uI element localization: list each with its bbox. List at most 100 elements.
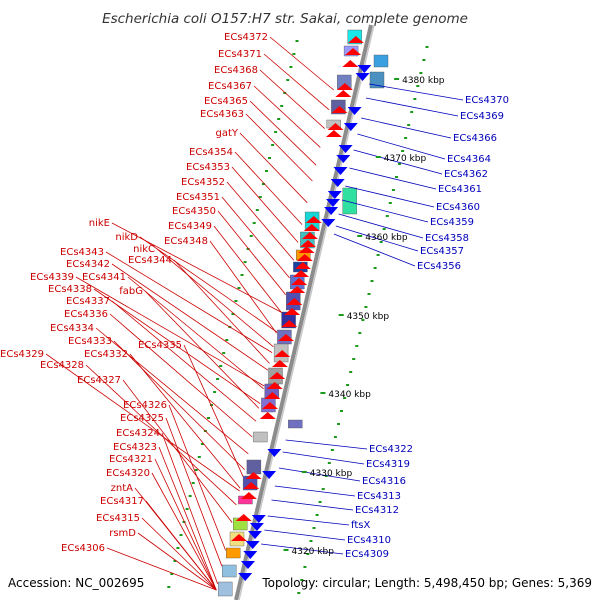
leader-line <box>122 379 233 523</box>
tick-mark <box>357 235 363 237</box>
gc-mark <box>398 163 401 165</box>
plus-strand-features <box>231 36 364 541</box>
gc-mark <box>413 98 417 100</box>
gene-label-left: ECs4321 <box>109 454 153 465</box>
gc-mark <box>346 384 350 386</box>
leader-line <box>249 100 317 166</box>
gene-label-left: ECs4339 <box>30 272 74 283</box>
gc-mark <box>289 66 293 68</box>
minus-strand-arrow <box>267 449 282 457</box>
gc-mark <box>216 378 220 380</box>
plus-strand-arrow <box>300 240 316 247</box>
tick-mark <box>320 392 326 394</box>
gene-label-left: ECs4324 <box>116 428 160 439</box>
gc-mark <box>416 85 420 87</box>
gc-mark <box>312 527 316 529</box>
leader-line <box>263 53 330 111</box>
gc-mark <box>222 352 226 354</box>
feature-block <box>246 459 262 475</box>
leader-line <box>267 515 350 526</box>
gc-mark <box>370 280 374 282</box>
gene-label-left: ECs4352 <box>181 177 225 188</box>
feature-block <box>221 564 237 578</box>
plus-strand-arrow <box>262 402 278 409</box>
gc-mark <box>167 586 171 588</box>
leader-line <box>217 210 287 296</box>
gc-mark <box>246 248 250 250</box>
gc-mark <box>271 144 275 146</box>
gc-mark <box>249 235 253 237</box>
leader-line <box>111 263 269 371</box>
leader-line <box>234 151 303 225</box>
gene-label-left: ECs4350 <box>172 206 216 217</box>
gene-label-right: ECs4319 <box>366 459 410 470</box>
plus-strand-arrow <box>289 286 306 293</box>
leader-line <box>345 185 435 208</box>
gene-label-left: ECs4326 <box>123 400 167 411</box>
feature-block <box>342 187 357 215</box>
gc-mark <box>376 254 380 256</box>
plus-strand-arrow <box>296 254 313 261</box>
plus-strand-arrow <box>271 360 288 367</box>
tick-label: 4340 kbp <box>328 390 371 400</box>
gene-label-right: ECs4356 <box>417 261 461 272</box>
minus-strand-arrow <box>338 145 353 153</box>
gc-mark <box>410 111 414 113</box>
gene-label-left: ECs4334 <box>50 323 94 334</box>
minus-strand-arrow <box>324 207 339 215</box>
leader-line <box>264 529 346 541</box>
gc-mark <box>355 345 359 347</box>
gc-mark <box>197 456 201 458</box>
leader-line <box>335 225 419 252</box>
gc-mark <box>213 391 217 393</box>
gc-mark <box>309 540 313 542</box>
accession-text: Accession: NC_002695 <box>8 576 144 590</box>
gene-label-left: ECs4325 <box>120 413 164 424</box>
gc-mark <box>315 514 319 516</box>
plus-strand-arrow <box>274 350 291 357</box>
leader-line <box>85 364 237 506</box>
gc-mark <box>303 566 307 568</box>
genome-title: Escherichia coli O157:H7 str. Sakai, com… <box>102 11 468 27</box>
gc-mark <box>364 306 368 308</box>
gene-label-left: ECs4335 <box>138 340 182 351</box>
leader-line <box>113 340 245 470</box>
gene-label-left: nikC <box>133 244 155 255</box>
leader-line <box>139 236 278 333</box>
tick-mark <box>394 78 400 80</box>
minus-strand-arrow <box>330 179 345 187</box>
gene-label-left: ECs4368 <box>214 65 258 76</box>
gc-mark <box>231 313 235 315</box>
gene-label-right: ECs4362 <box>444 169 488 180</box>
minus-strand-arrow <box>357 65 372 73</box>
backbone <box>234 24 375 600</box>
gc-mark <box>286 79 290 81</box>
gene-label-left: ECs4336 <box>64 309 108 320</box>
gc-mark <box>243 261 247 263</box>
gc-mark <box>194 469 198 471</box>
leader-line <box>365 97 459 117</box>
gc-mark <box>258 196 262 198</box>
genome-summary-text: Topology: circular; Length: 5,498,450 bp… <box>261 576 592 590</box>
gene-label-left: ECs4342 <box>66 259 110 270</box>
plus-strand-arrow <box>240 492 257 499</box>
plus-strand-arrow <box>281 320 298 327</box>
minus-strand-arrow <box>251 515 266 523</box>
leader-line <box>105 251 273 353</box>
gene-label-right: ECs4360 <box>436 202 480 213</box>
gc-mark <box>324 475 328 477</box>
gc-mark <box>343 397 347 399</box>
gene-label-right: ECs4310 <box>347 535 391 546</box>
plus-strand-arrow <box>303 224 320 231</box>
gc-mark <box>425 46 429 48</box>
leader-line <box>221 196 290 279</box>
tick-mark <box>301 471 307 473</box>
right-gene-labels: ECs4370 ECs4369 ECs4366 ECs4364 ECs4362 ECs43… <box>345 95 509 560</box>
gene-label-left: ECs4344 <box>128 255 172 266</box>
scale-ticks: 4380 kbp 4370 kbp 4360 kbp 4350 kbp 4340 kbp… <box>283 76 445 557</box>
plus-strand-arrow <box>335 90 352 97</box>
gene-label-left: ECs4365 <box>204 96 248 107</box>
feature-block <box>369 71 385 89</box>
plus-strand-arrow <box>245 472 262 479</box>
gene-label-left: ECs4329 <box>0 349 44 360</box>
